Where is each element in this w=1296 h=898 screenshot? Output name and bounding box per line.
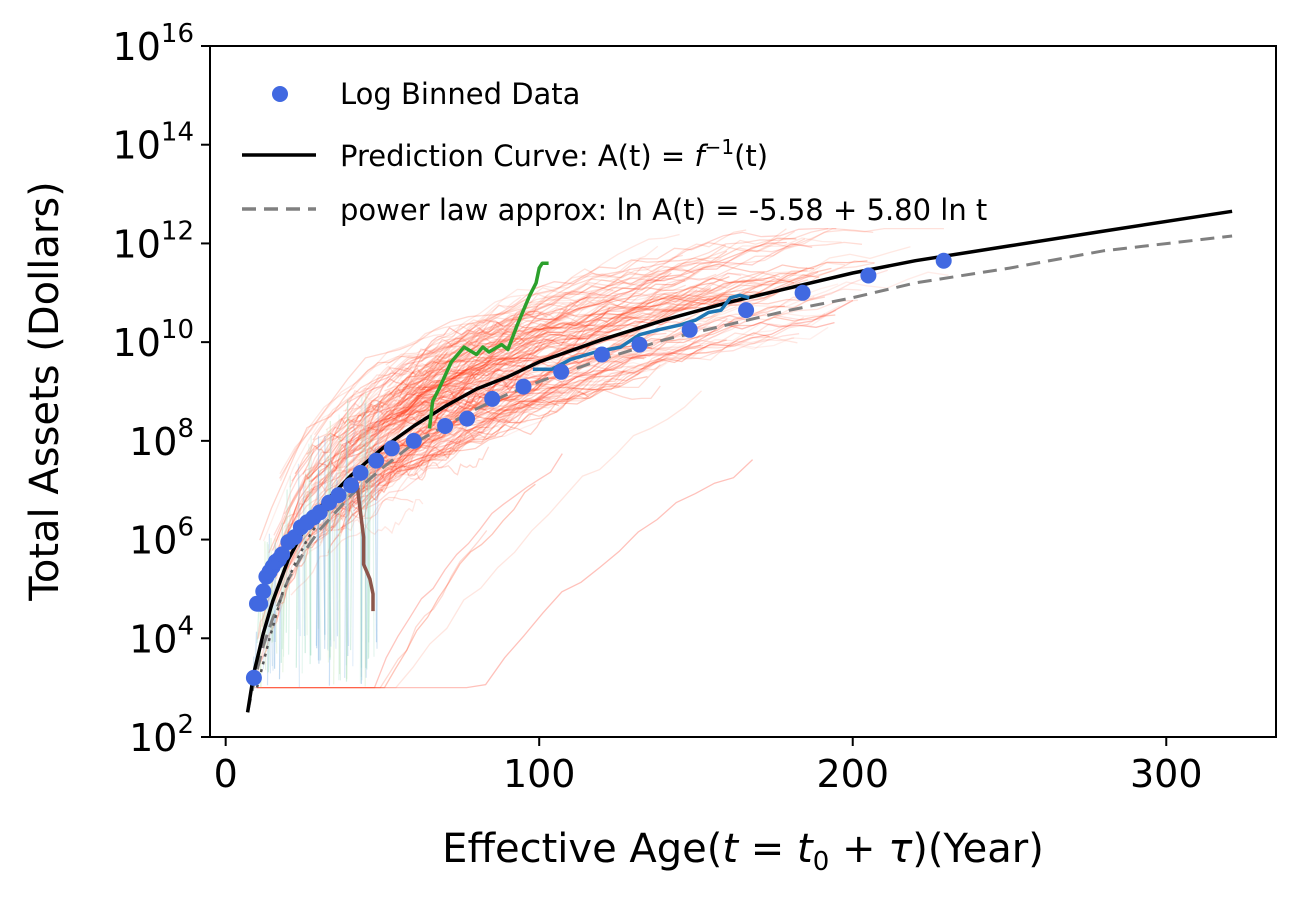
y-tick-label: 1012	[113, 216, 194, 266]
data-point	[682, 322, 698, 338]
cloud-trajectory	[304, 484, 305, 636]
data-point	[353, 465, 369, 481]
x-tick-label: 200	[816, 752, 889, 796]
x-tick-label: 0	[214, 752, 238, 796]
data-point	[936, 253, 952, 269]
data-point	[738, 302, 754, 318]
data-point	[406, 433, 422, 449]
axes-layer: 0 100 200 300 102 104 106 108 1010 1012 1014 1016	[113, 19, 1276, 796]
trajectory-cloud	[253, 229, 948, 688]
y-tick-label: 106	[129, 513, 194, 563]
data-point	[795, 285, 811, 301]
x-axis-label: Effective Age(t = t0 + τ)(Year)	[442, 826, 1044, 877]
y-tick-label: 1014	[113, 118, 194, 168]
data-point	[459, 411, 475, 427]
data-point	[368, 453, 384, 469]
y-axis-label: Total Assets (Dollars)	[22, 181, 68, 602]
data-point	[516, 379, 532, 395]
data-point	[553, 364, 569, 380]
cloud-trajectory	[340, 435, 341, 674]
data-point	[384, 440, 400, 456]
data-point	[255, 583, 271, 599]
legend: Log Binned Data Prediction Curve: A(t) =…	[242, 77, 987, 227]
y-tick-label: 1010	[113, 315, 194, 365]
y-tick-label: 1016	[113, 19, 194, 69]
legend-label-power-law: power law approx: ln A(t) = -5.58 + 5.80…	[340, 193, 987, 227]
y-tick-label: 102	[129, 710, 194, 760]
legend-marker-log-binned	[272, 86, 288, 102]
legend-label-log-binned: Log Binned Data	[340, 77, 580, 111]
data-point	[860, 268, 876, 284]
y-tick-label: 104	[129, 611, 194, 661]
x-tick-label: 100	[503, 752, 576, 796]
x-tick-label: 300	[1130, 752, 1203, 796]
y-tick-label: 108	[129, 414, 194, 464]
data-point	[437, 418, 453, 434]
legend-label-prediction: Prediction Curve: A(t) = f−1(t)	[340, 135, 768, 173]
data-point	[594, 347, 610, 363]
data-point	[632, 337, 648, 353]
cloud-trajectory	[289, 476, 291, 655]
data-point	[246, 670, 262, 686]
cloud-trajectory	[280, 602, 281, 680]
data-point	[331, 487, 347, 503]
data-point	[484, 391, 500, 407]
